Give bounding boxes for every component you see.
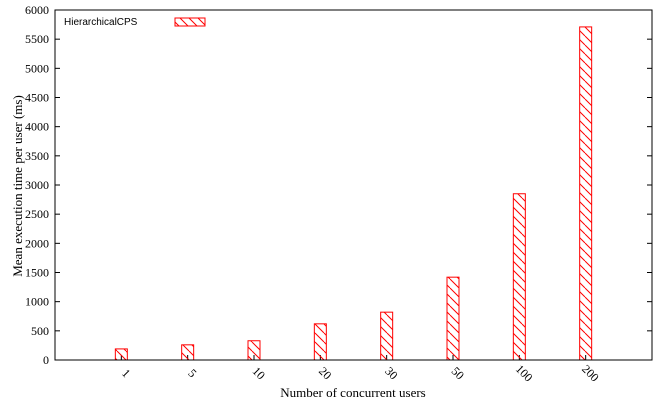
- x-tick-label: 10: [250, 364, 268, 382]
- plot-frame: [54, 9, 653, 361]
- legend-label: HierarchicalCPS: [64, 17, 138, 28]
- y-tick-label: 0: [43, 353, 49, 367]
- y-tick-label: 6000: [25, 3, 49, 17]
- y-tick-label: 1000: [25, 295, 49, 309]
- y-tick-label: 3000: [25, 178, 49, 192]
- x-tick-label: 5: [185, 366, 199, 380]
- x-tick-label: 50: [449, 364, 467, 382]
- bar-10: [247, 340, 261, 361]
- x-tick-label: 100: [513, 362, 536, 385]
- y-tick-label: 5500: [25, 32, 49, 46]
- bars: [114, 26, 593, 361]
- y-tick-label: 4000: [25, 120, 49, 134]
- y-tick-label: 4500: [25, 91, 49, 105]
- x-tick-label: 20: [316, 364, 334, 382]
- bar-200: [579, 26, 593, 361]
- y-tick-label: 2000: [25, 236, 49, 250]
- bar-30: [380, 311, 394, 361]
- y-tick-label: 2500: [25, 207, 49, 221]
- bar-20: [313, 323, 327, 361]
- bar-5: [181, 344, 195, 361]
- x-tick-label: 1: [119, 366, 133, 380]
- y-axis-title: Mean execution time per user (ms): [10, 95, 25, 277]
- bar-50: [446, 276, 460, 361]
- y-axis-ticks: 0 500 1000 1500 2000 2500 3000 3500 4000 4500 5000…: [25, 3, 652, 367]
- bar-1: [114, 348, 128, 361]
- x-axis-title: Number of concurrent users: [280, 385, 425, 400]
- legend-swatch: [174, 17, 206, 27]
- y-tick-label: 1500: [25, 266, 49, 280]
- y-tick-label: 3500: [25, 149, 49, 163]
- legend: HierarchicalCPS: [64, 17, 206, 28]
- x-tick-label: 200: [579, 362, 602, 385]
- y-tick-label: 5000: [25, 61, 49, 75]
- y-tick-label: 500: [31, 324, 49, 338]
- x-tick-label: 30: [382, 364, 400, 382]
- bar-100: [512, 193, 526, 361]
